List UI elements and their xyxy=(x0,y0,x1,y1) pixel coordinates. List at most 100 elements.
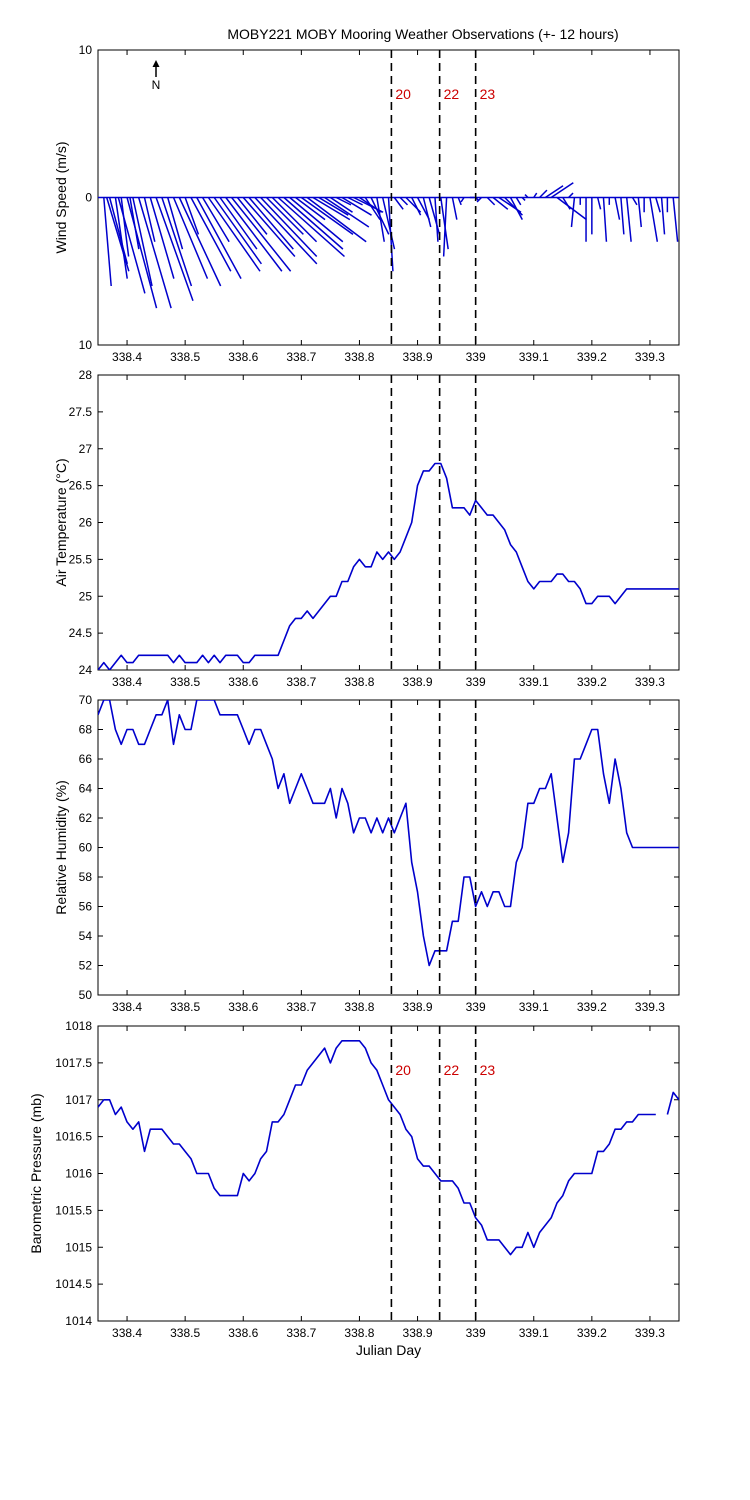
x-tick-label: 338.4 xyxy=(112,1326,142,1340)
x-tick-label: 338.5 xyxy=(170,1326,200,1340)
x-tick-label: 338.6 xyxy=(228,675,258,689)
x-tick-label: 339.1 xyxy=(519,350,549,364)
y-tick-label: 52 xyxy=(79,959,93,973)
wind-stick xyxy=(207,197,261,272)
wind-stick xyxy=(570,197,576,228)
y-axis-title: Wind Speed (m/s) xyxy=(53,141,69,253)
wind-stick xyxy=(178,197,222,287)
y-tick-label: 1015.5 xyxy=(55,1203,92,1217)
wind-stick xyxy=(504,196,523,216)
y-tick-label: 24 xyxy=(79,663,93,677)
wind-stick xyxy=(143,197,156,242)
series-line xyxy=(98,1040,656,1256)
y-tick-label: 56 xyxy=(79,900,93,914)
wind-stick xyxy=(166,197,184,250)
y-tick-label: 1014.5 xyxy=(55,1277,92,1291)
y-tick-label: 26 xyxy=(79,516,93,530)
x-tick-label: 338.6 xyxy=(228,1000,258,1014)
y-tick-label: 26.5 xyxy=(69,479,93,493)
wind-stick xyxy=(428,197,441,235)
y-tick-label: 25 xyxy=(79,589,93,603)
x-tick-label: 338.9 xyxy=(403,675,433,689)
wind-stick xyxy=(300,196,354,235)
x-tick-label: 339.1 xyxy=(519,1000,549,1014)
wind-stick xyxy=(196,197,242,279)
plot-area-pressure xyxy=(98,1040,679,1256)
wind-stick xyxy=(434,197,439,242)
wind-stick xyxy=(283,196,344,250)
y-tick-label: 58 xyxy=(79,870,93,884)
wind-stick xyxy=(364,197,381,221)
x-tick-label: 339.2 xyxy=(577,1326,607,1340)
wind-stick xyxy=(614,197,621,220)
x-tick-label: 338.6 xyxy=(228,350,258,364)
y-tick-label: 1014 xyxy=(65,1314,92,1328)
wind-stick xyxy=(672,197,679,242)
wind-stick xyxy=(225,197,283,272)
x-tick-label: 338.9 xyxy=(403,1000,433,1014)
wind-stick xyxy=(105,197,130,272)
wind-stick xyxy=(568,192,574,199)
wind-stick xyxy=(254,196,318,265)
wind-stick xyxy=(289,196,344,243)
y-tick-label: 50 xyxy=(79,988,93,1002)
y-tick-label: 27.5 xyxy=(69,405,93,419)
y-tick-label: 68 xyxy=(79,723,93,737)
y-tick-label: 28 xyxy=(79,368,93,382)
x-tick-label: 339.3 xyxy=(635,1326,665,1340)
wind-stick xyxy=(295,196,326,221)
wind-stick xyxy=(620,197,625,235)
wind-stick xyxy=(556,196,587,221)
wind-stick xyxy=(341,196,372,216)
wind-stick xyxy=(108,197,129,265)
panel-wind: 338.4 338.5 338.6 338.7 338.8 338.9 339 339.1 33… xyxy=(53,43,680,364)
y-tick-label: 70 xyxy=(79,693,93,707)
series-line xyxy=(98,462,679,670)
wind-stick xyxy=(533,192,538,198)
x-tick-label: 338.8 xyxy=(344,1000,374,1014)
event-marker-label: 23 xyxy=(480,86,496,102)
x-tick-label: 338.8 xyxy=(344,350,374,364)
wind-stick xyxy=(129,197,140,250)
x-tick-label: 338.4 xyxy=(112,1000,142,1014)
wind-stick xyxy=(625,197,632,242)
x-tick-label: 338.4 xyxy=(112,350,142,364)
panel-air-temp: 338.4 338.5 338.6 338.7 338.8 338.9 339 339.1 33… xyxy=(53,368,680,689)
x-tick-label: 338.7 xyxy=(286,350,316,364)
plot-frame-humidity xyxy=(97,699,680,996)
plot-area-humidity xyxy=(98,700,679,967)
x-tick-label: 338.4 xyxy=(112,675,142,689)
x-tick-label: 338.8 xyxy=(344,1326,374,1340)
y-tick-label: 10 xyxy=(79,43,93,57)
wind-stick xyxy=(137,197,172,309)
wind-stick xyxy=(393,197,404,210)
wind-stick xyxy=(451,197,458,220)
x-tick-label: 338.7 xyxy=(286,675,316,689)
figure-title: MOBY221 MOBY Mooring Weather Observation… xyxy=(227,26,618,42)
x-axis-title: Julian Day xyxy=(356,1342,421,1358)
wind-stick xyxy=(161,197,193,287)
x-tick-label: 339.2 xyxy=(577,1000,607,1014)
x-tick-label: 338.7 xyxy=(286,1000,316,1014)
wind-stick xyxy=(509,197,523,220)
series-line xyxy=(666,1091,679,1115)
wind-stick xyxy=(381,197,396,250)
x-tick-label: 339 xyxy=(466,1000,486,1014)
wind-stick xyxy=(120,197,130,257)
y-axis-title: Air Temperature (°C) xyxy=(53,458,69,586)
x-tick-label: 338.5 xyxy=(170,675,200,689)
wind-stick xyxy=(524,194,529,199)
wind-stick xyxy=(399,196,409,206)
plot-frame-air-temp xyxy=(97,374,680,671)
wind-stick xyxy=(649,197,659,242)
wind-stick xyxy=(312,196,351,221)
y-tick-label: 1016.5 xyxy=(55,1130,92,1144)
y-tick-label: 10 xyxy=(79,338,93,352)
wind-stick xyxy=(271,196,318,243)
wind-stick xyxy=(347,196,363,206)
wind-stick xyxy=(539,189,548,199)
y-tick-label: 25.5 xyxy=(69,552,93,566)
event-marker-label: 20 xyxy=(395,1062,411,1078)
wind-stick xyxy=(242,197,296,257)
